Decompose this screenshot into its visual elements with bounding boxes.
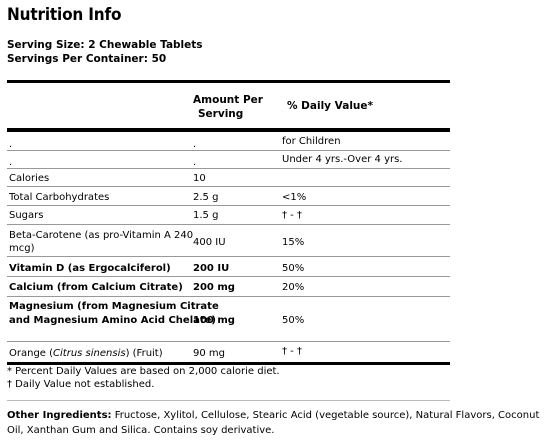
row-dv: <1% bbox=[282, 192, 307, 203]
row-name: Sugars bbox=[9, 210, 44, 221]
row-dv: † - † bbox=[282, 346, 302, 357]
row-amount: . bbox=[193, 157, 197, 168]
row-divider bbox=[7, 224, 450, 225]
row-dv: for Children bbox=[282, 136, 341, 147]
row-name: Calcium (from Calcium Citrate) bbox=[9, 282, 183, 293]
row-name: Vitamin D (as Ergocalciferol) bbox=[9, 263, 171, 274]
row-divider bbox=[7, 150, 450, 151]
row-amount: 2.5 g bbox=[193, 192, 219, 203]
other-ingredients-text: Fructose, Xylitol, Cellulose, Stearic Ac… bbox=[7, 410, 540, 436]
row-dv: 50% bbox=[282, 315, 305, 326]
row-amount: 100 mg bbox=[193, 315, 235, 326]
amount-header-line2: Serving bbox=[198, 108, 244, 120]
row-name: . bbox=[9, 157, 13, 168]
row-name: Beta-Carotene (as pro-Vitamin A 240 mcg) bbox=[9, 229, 193, 255]
row-divider bbox=[7, 205, 450, 206]
row-divider bbox=[7, 276, 450, 277]
amount-header: Amount Per Serving bbox=[188, 93, 268, 121]
row-name-line1: Beta-Carotene (as pro-Vitamin A 240 bbox=[9, 230, 194, 241]
servings-per-container: Servings Per Container: 50 bbox=[7, 53, 167, 65]
row-name-italic: Citrus sinensis bbox=[53, 348, 126, 359]
serving-info: Serving Size: 2 Chewable Tablets Serving… bbox=[7, 38, 203, 66]
page-title: Nutrition Info bbox=[7, 5, 122, 25]
row-amount: 400 IU bbox=[193, 237, 226, 248]
row-name: Calories bbox=[9, 173, 50, 184]
other-ingredients-label: Other Ingredients: bbox=[7, 410, 112, 421]
daily-value-header: % Daily Value* bbox=[287, 100, 373, 112]
row-name-line2: and Magnesium Amino Acid Chelate) bbox=[9, 315, 217, 326]
row-dv: † - † bbox=[282, 210, 302, 221]
row-amount: 90 mg bbox=[193, 348, 225, 359]
footnote-percent: * Percent Daily Values are based on 2,00… bbox=[7, 366, 280, 377]
serving-size: Serving Size: 2 Chewable Tablets bbox=[7, 39, 203, 51]
row-dv: 15% bbox=[282, 237, 305, 248]
row-dv: 50% bbox=[282, 263, 305, 274]
row-name-line1: Magnesium (from Magnesium Citrate bbox=[9, 301, 219, 312]
top-rule bbox=[7, 80, 450, 83]
row-divider bbox=[7, 168, 450, 169]
row-amount: 1.5 g bbox=[193, 210, 219, 221]
row-divider bbox=[7, 186, 450, 187]
row-name-line2: mcg) bbox=[9, 243, 35, 254]
row-divider bbox=[7, 296, 450, 297]
row-divider bbox=[7, 341, 450, 342]
row-divider bbox=[7, 256, 450, 257]
row-amount: . bbox=[193, 139, 197, 150]
header-rule bbox=[7, 128, 450, 132]
ingredients-rule bbox=[7, 400, 450, 401]
row-name: Total Carbohydrates bbox=[9, 192, 110, 203]
amount-header-line1: Amount Per bbox=[193, 94, 263, 106]
footnote-dagger: † Daily Value not established. bbox=[7, 379, 155, 390]
row-amount: 200 IU bbox=[193, 263, 230, 274]
row-name-pre: Orange ( bbox=[9, 348, 54, 359]
row-name: Magnesium (from Magnesium Citrate and Ma… bbox=[9, 300, 219, 328]
row-amount: 200 mg bbox=[193, 282, 235, 293]
bottom-rule bbox=[7, 362, 450, 365]
row-amount: 10 bbox=[193, 173, 206, 184]
row-dv: 20% bbox=[282, 282, 305, 293]
other-ingredients: Other Ingredients: Fructose, Xylitol, Ce… bbox=[7, 408, 547, 438]
row-name: Orange (Citrus sinensis) (Fruit) bbox=[9, 347, 163, 360]
row-name-post: ) (Fruit) bbox=[125, 348, 163, 359]
row-name: . bbox=[9, 139, 13, 150]
row-dv: Under 4 yrs.-Over 4 yrs. bbox=[282, 154, 403, 165]
